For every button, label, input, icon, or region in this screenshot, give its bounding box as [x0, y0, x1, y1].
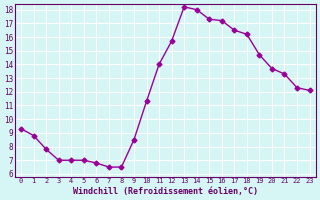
X-axis label: Windchill (Refroidissement éolien,°C): Windchill (Refroidissement éolien,°C)	[73, 187, 258, 196]
